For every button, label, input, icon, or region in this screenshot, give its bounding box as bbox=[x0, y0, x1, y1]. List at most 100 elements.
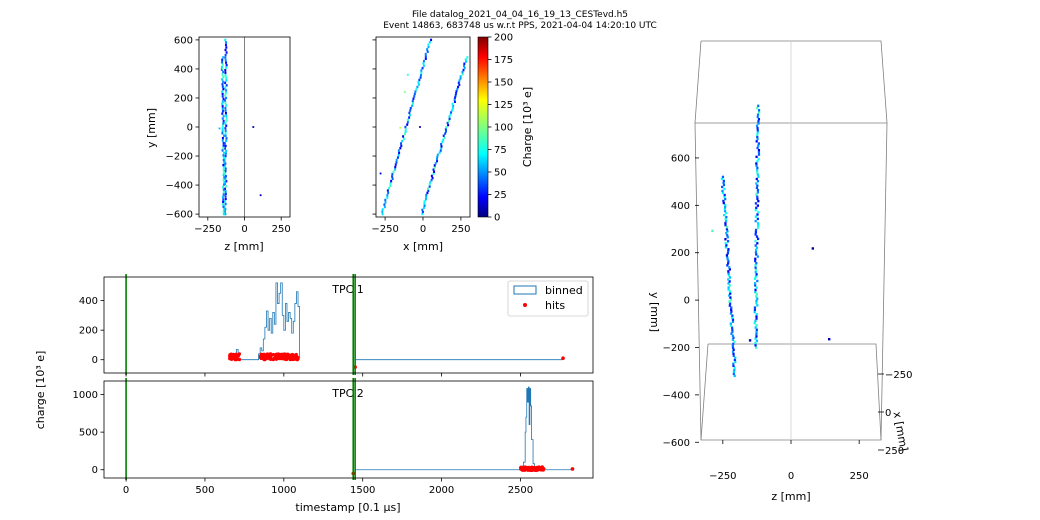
zy-track1-hit bbox=[222, 163, 225, 167]
3d-track1-hit bbox=[730, 308, 733, 311]
3d-track0-hit bbox=[754, 231, 757, 234]
3d-track1-hit bbox=[727, 278, 730, 281]
colorbar-tick-label: 200 bbox=[494, 33, 513, 44]
xy-track0-hit bbox=[426, 48, 429, 51]
tpc1-binned-histogram bbox=[228, 282, 300, 361]
charge-shared-ylabel: charge [10³ e] bbox=[34, 351, 47, 430]
3d-track1-hit bbox=[728, 304, 731, 307]
3d-track0-hit bbox=[757, 224, 760, 227]
xy-track0-hit bbox=[415, 88, 418, 91]
tpc2-binned-histogram bbox=[520, 386, 536, 471]
xy-xtick-label: −250 bbox=[371, 224, 398, 235]
colorbar-tick-label: 50 bbox=[494, 168, 507, 179]
zy-track0-hit bbox=[225, 180, 228, 183]
3d-track0-hit bbox=[757, 144, 760, 147]
zy-track0-hit bbox=[224, 197, 227, 201]
zy-track1-hit bbox=[221, 149, 224, 152]
tpc2-title: TPC 2 bbox=[331, 387, 364, 400]
xy-track0-hit bbox=[383, 203, 386, 206]
3d-track0-hit bbox=[754, 250, 758, 254]
xy-track1-hit bbox=[455, 90, 458, 93]
3d-track0-hit bbox=[757, 111, 761, 114]
zy-track0-hit bbox=[224, 177, 227, 180]
3d-track0-hit bbox=[756, 188, 760, 192]
xy-track0-hit bbox=[404, 130, 407, 133]
3d-track0-hit bbox=[755, 177, 758, 181]
xy-track1-hit bbox=[454, 96, 457, 99]
zy-track0-hit bbox=[224, 195, 227, 198]
tpc1-hit-marker bbox=[265, 353, 269, 357]
3d-track1-hit bbox=[723, 207, 726, 211]
zy-track0-hit bbox=[224, 202, 227, 206]
3d-track1-hit bbox=[728, 290, 732, 293]
zy-track1-hit bbox=[222, 200, 225, 204]
3d-track0-hit bbox=[755, 182, 758, 185]
3d-track1-hit bbox=[727, 250, 730, 253]
tpc2-xtick-label: 2500 bbox=[508, 485, 533, 496]
tpc1-hit-marker bbox=[271, 352, 276, 357]
tpc2-xtick-label: 0 bbox=[123, 485, 129, 496]
xy-track1-hit bbox=[428, 185, 431, 188]
zy-track1-hit bbox=[221, 95, 224, 98]
zy-track0-hit bbox=[225, 84, 228, 87]
xy-track1-hit bbox=[459, 75, 462, 78]
zy-track1-hit bbox=[221, 124, 224, 128]
3d-track0-hit bbox=[754, 337, 757, 340]
3d-xtick-label: −250 bbox=[709, 471, 736, 482]
tpc2-hit-marker bbox=[526, 468, 530, 472]
zy-track0-hit bbox=[224, 68, 227, 72]
xy-track0-hit bbox=[404, 125, 407, 129]
xy-track1-hit bbox=[452, 104, 455, 108]
3d-track0-hit bbox=[755, 155, 758, 159]
3d-track0-hit bbox=[757, 120, 760, 123]
xy-track0-hit bbox=[406, 118, 409, 122]
3d-track0-hit bbox=[755, 332, 758, 336]
zy-track1-hit bbox=[222, 203, 225, 206]
xy-isolated-hit bbox=[406, 73, 409, 76]
xy-track1-hit bbox=[425, 195, 428, 199]
tpc1-hit-marker bbox=[275, 356, 280, 360]
zy-track1-hit bbox=[221, 132, 224, 135]
tpc1-hit-marker bbox=[287, 353, 291, 358]
3d-track0-hit bbox=[755, 140, 758, 143]
3d-track0-hit bbox=[755, 330, 758, 334]
3d-track1-hit bbox=[726, 252, 729, 255]
3d-track0-hit bbox=[754, 239, 757, 243]
zy-track1-hit bbox=[222, 210, 225, 213]
xy-track0-hit bbox=[426, 50, 429, 53]
3d-xtick-label: 0 bbox=[788, 471, 794, 482]
xy-track1-hit bbox=[436, 157, 439, 161]
colorbar-gradient bbox=[477, 36, 489, 218]
xy-track1-hit bbox=[428, 183, 431, 186]
zy-track1-hit bbox=[222, 119, 225, 123]
tpc2-hit-marker bbox=[539, 468, 543, 472]
xy-track1-hit bbox=[438, 151, 441, 154]
3d-track1-hit bbox=[732, 352, 735, 356]
zy-track1-hit bbox=[222, 198, 225, 201]
3d-track0-hit bbox=[755, 295, 758, 298]
zy-track0-hit bbox=[224, 99, 227, 102]
xy-track0-hit bbox=[419, 74, 422, 77]
3d-track1-hit bbox=[724, 242, 727, 245]
3d-track1-hit bbox=[723, 193, 726, 197]
xy-track0-hit bbox=[430, 38, 433, 42]
3d-xtick-label: 250 bbox=[850, 471, 869, 482]
xy-track0-hit bbox=[413, 92, 416, 96]
zy-track1-hit bbox=[222, 173, 225, 177]
3d-track1-hit bbox=[732, 370, 735, 374]
xy-isolated-hit bbox=[379, 172, 382, 175]
zy-track0-hit bbox=[224, 106, 227, 110]
3d-isolated-hit bbox=[811, 247, 815, 250]
xy-track1-hit bbox=[421, 212, 424, 216]
3d-track1-hit bbox=[731, 328, 734, 331]
3d-track1-hit bbox=[725, 231, 728, 235]
tpc1-hit-marker bbox=[262, 358, 266, 362]
xy-xtick-label: 0 bbox=[420, 224, 426, 235]
3d-track1-hit bbox=[728, 280, 731, 283]
zy-ytick-label: −200 bbox=[166, 152, 193, 163]
3d-track1-hit bbox=[727, 260, 730, 263]
xy-track1-hit bbox=[432, 172, 435, 176]
zy-track1-hit bbox=[222, 80, 225, 84]
3d-track1-hit bbox=[722, 181, 725, 185]
3d-track0-hit bbox=[757, 211, 760, 214]
